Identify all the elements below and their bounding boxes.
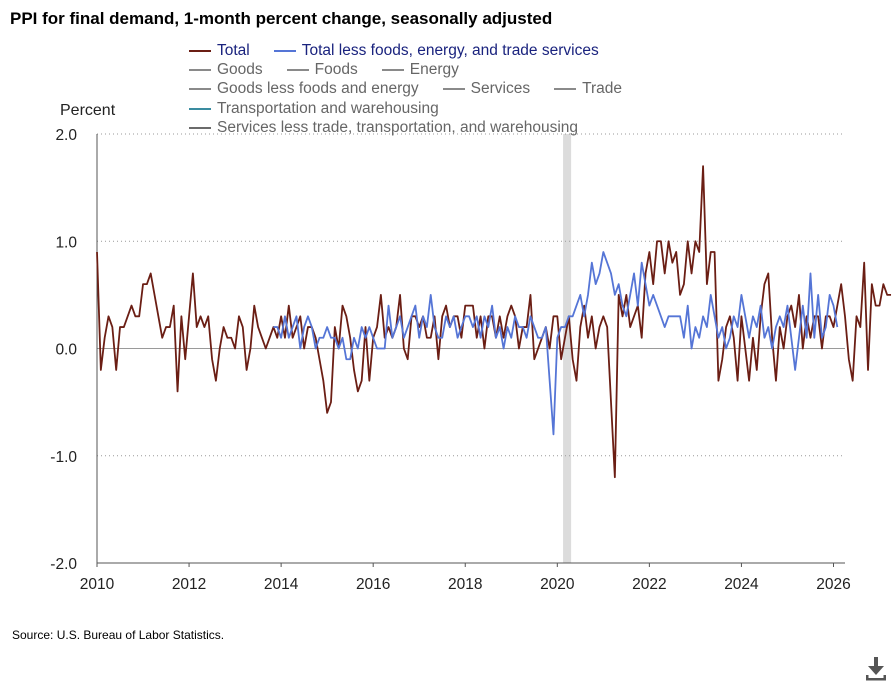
- legend-row: Goods Foods Energy: [189, 60, 646, 79]
- legend-swatch: [189, 126, 211, 129]
- legend-row: Goods less foods and energy Services Trade: [189, 80, 646, 99]
- series-line-total-less-foods-energy-trade: [273, 251, 839, 436]
- legend-swatch: [286, 68, 309, 71]
- legend-swatch: [189, 107, 211, 110]
- legend-item[interactable]: Total less foods, energy, and trade serv…: [273, 41, 599, 60]
- chart-title: PPI for final demand, 1-month percent ch…: [10, 9, 553, 28]
- x-tick-label: 2018: [448, 576, 482, 593]
- legend-swatch: [381, 68, 404, 71]
- source-note: Source: U.S. Bureau of Labor Statistics.: [12, 628, 225, 642]
- legend-label: Goods: [217, 60, 263, 78]
- x-tick-label: 2026: [816, 576, 850, 593]
- legend-row: Total Total less foods, energy, and trade…: [189, 41, 646, 60]
- legend-item[interactable]: Services: [442, 80, 531, 98]
- legend-swatch: [189, 68, 211, 71]
- y-tick-label: -1.0: [50, 449, 77, 466]
- x-tick-label: 2022: [632, 576, 666, 593]
- legend-item[interactable]: Transportation and warehousing: [189, 100, 439, 118]
- legend-swatch: [442, 88, 465, 91]
- y-tick-label: 2.0: [55, 127, 77, 144]
- legend-label: Transportation and warehousing: [217, 99, 439, 117]
- chart-legend: Total Total less foods, energy, and trade…: [189, 41, 646, 137]
- legend-label: Trade: [582, 80, 622, 98]
- legend-item[interactable]: Foods: [286, 60, 358, 79]
- legend-swatch: [189, 49, 211, 52]
- y-axis-label: Percent: [60, 102, 116, 119]
- legend-label: Services: [470, 80, 531, 98]
- legend-item[interactable]: Services less trade, transportation, and…: [189, 119, 578, 137]
- legend-item[interactable]: Goods: [189, 61, 263, 79]
- x-tick-label: 2016: [356, 576, 390, 593]
- legend-label: Total: [217, 41, 250, 59]
- legend-label: Total less foods, energy, and trade serv…: [301, 41, 599, 59]
- legend-label: Energy: [409, 60, 459, 78]
- legend-label: Goods less foods and energy: [217, 80, 419, 98]
- legend-label: Foods: [314, 60, 358, 78]
- legend-swatch: [554, 88, 577, 91]
- x-tick-label: 2012: [172, 576, 206, 593]
- download-icon[interactable]: [864, 656, 888, 682]
- x-tick-label: 2014: [264, 576, 299, 593]
- legend-item[interactable]: Total: [189, 42, 250, 60]
- legend-item[interactable]: Trade: [554, 80, 622, 98]
- y-tick-label: 1.0: [55, 234, 77, 251]
- y-tick-label: -2.0: [50, 556, 77, 573]
- legend-label: Services less trade, transportation, and…: [217, 118, 579, 136]
- x-tick-label: 2010: [80, 576, 115, 593]
- legend-row: Transportation and warehousing: [189, 99, 646, 118]
- legend-row: Services less trade, transportation, and…: [189, 118, 646, 137]
- legend-item[interactable]: Energy: [381, 60, 459, 79]
- x-tick-label: 2024: [724, 576, 759, 593]
- x-tick-label: 2020: [540, 576, 575, 593]
- legend-swatch: [273, 49, 296, 52]
- legend-item[interactable]: Goods less foods and energy: [189, 80, 419, 98]
- legend-swatch: [189, 88, 211, 91]
- y-tick-label: 0.0: [55, 342, 77, 359]
